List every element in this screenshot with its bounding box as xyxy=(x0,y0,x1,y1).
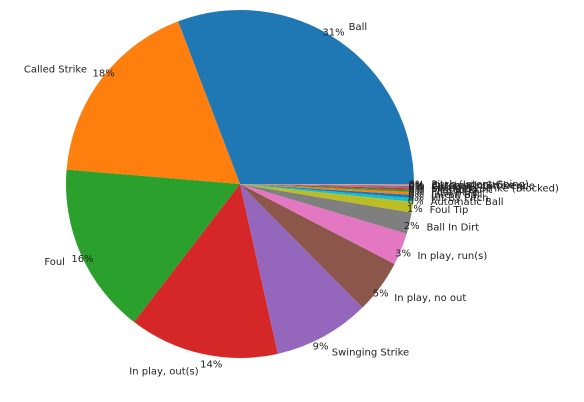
pie-slice-16 xyxy=(240,184,414,186)
pie-slice-11 xyxy=(240,184,414,195)
slice-label-15: Pitchout xyxy=(431,182,472,193)
slice-label-0: Ball xyxy=(349,22,368,33)
pie-labels: Ball 31% Called Strike 18% Foul 16% In play, o… xyxy=(24,22,559,378)
pie-slice-1 xyxy=(66,21,240,185)
slice-pct-label-18: 0% xyxy=(409,180,425,191)
pie-slice-10 xyxy=(240,184,414,199)
slice-label-14: Swinging Strike (Blocked) xyxy=(431,184,559,195)
slice-label-16: Catcher Interference xyxy=(431,181,535,192)
slice-pct-label-5: 5% xyxy=(373,289,389,300)
pie-slice-14 xyxy=(240,184,414,189)
slice-pct-label-7: 2% xyxy=(404,221,420,232)
pie-slice-12 xyxy=(240,184,414,193)
slice-label-4: Swinging Strike xyxy=(332,347,409,358)
slice-label-18: Pitch (Intent Going) xyxy=(431,180,529,191)
slice-label-1: Called Strike xyxy=(24,65,87,76)
pie-slices xyxy=(65,10,415,358)
slice-pct-label-9: 0% xyxy=(408,196,424,207)
slice-pct-label-16: 0% xyxy=(409,181,425,192)
slice-pct-label-13: 0% xyxy=(408,185,424,196)
slice-pct-label-14: 0% xyxy=(409,183,425,194)
slice-pct-label-2: 16% xyxy=(71,254,93,265)
slice-pct-label-10: 0% xyxy=(408,193,424,204)
slice-pct-label-17: 0% xyxy=(409,180,425,191)
pie-slice-8 xyxy=(240,184,414,213)
pie-slice-2 xyxy=(65,169,240,323)
slice-label-8: Foul Tip xyxy=(430,205,469,216)
slice-label-11: Intent Ball xyxy=(431,190,482,201)
pie-slice-0 xyxy=(177,10,414,185)
pie-slice-4 xyxy=(240,184,363,354)
slice-label-3: In play, out(s) xyxy=(129,366,198,377)
slice-pct-label-8: 1% xyxy=(407,204,423,215)
slice-pct-label-15: 0% xyxy=(409,182,425,193)
slice-pct-label-4: 9% xyxy=(313,341,329,352)
slice-pct-label-12: 0% xyxy=(408,187,424,198)
pie-slice-7 xyxy=(240,184,412,234)
slice-label-2: Foul xyxy=(44,257,65,268)
pie-slice-15 xyxy=(240,184,414,188)
slice-label-13: Missed Bunt xyxy=(431,185,492,196)
pie-slice-6 xyxy=(240,184,407,264)
slice-pct-label-0: 31% xyxy=(322,28,344,39)
slice-label-17: Automatic Strike xyxy=(431,180,514,191)
pie-slice-17 xyxy=(240,184,415,186)
pie-slice-13 xyxy=(240,184,414,190)
slice-pct-label-3: 14% xyxy=(200,360,222,371)
pie-slice-9 xyxy=(240,184,414,202)
slice-pct-label-11: 0% xyxy=(408,190,424,201)
pie-slice-3 xyxy=(134,184,278,358)
slice-label-10: Hit By Pitch xyxy=(431,193,489,204)
slice-label-9: Automatic Ball xyxy=(431,197,504,208)
slice-label-7: Ball In Dirt xyxy=(426,223,479,234)
slice-pct-label-6: 3% xyxy=(395,249,411,260)
slice-label-12: Foul Bunt xyxy=(431,187,478,198)
slice-pct-label-1: 18% xyxy=(93,69,115,80)
slice-label-6: In play, run(s) xyxy=(417,251,487,262)
slice-label-5: In play, no out xyxy=(394,293,466,304)
pie-slice-5 xyxy=(240,184,395,308)
